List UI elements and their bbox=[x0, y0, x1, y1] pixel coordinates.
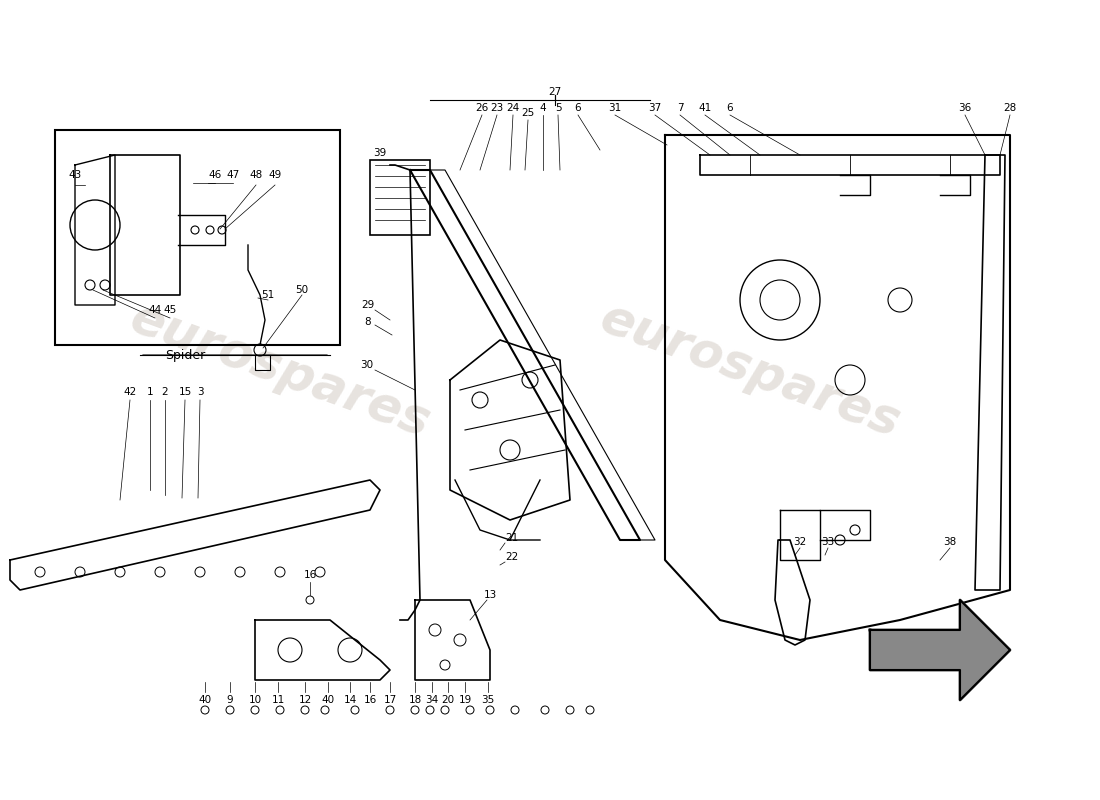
Text: 31: 31 bbox=[608, 103, 622, 113]
Text: 15: 15 bbox=[178, 387, 191, 397]
Text: 49: 49 bbox=[268, 170, 282, 180]
Text: 26: 26 bbox=[475, 103, 488, 113]
Text: 34: 34 bbox=[426, 695, 439, 705]
Text: eurospares: eurospares bbox=[593, 294, 906, 446]
Text: 28: 28 bbox=[1003, 103, 1016, 113]
Text: 36: 36 bbox=[958, 103, 971, 113]
Text: 19: 19 bbox=[459, 695, 472, 705]
Text: 35: 35 bbox=[482, 695, 495, 705]
Text: 24: 24 bbox=[506, 103, 519, 113]
Text: 37: 37 bbox=[648, 103, 661, 113]
Text: 11: 11 bbox=[272, 695, 285, 705]
Bar bbox=[370, 160, 430, 235]
Text: 16: 16 bbox=[363, 695, 376, 705]
Text: 17: 17 bbox=[384, 695, 397, 705]
Text: 13: 13 bbox=[483, 590, 496, 600]
Text: 22: 22 bbox=[505, 552, 518, 562]
Text: 30: 30 bbox=[361, 360, 374, 370]
Bar bbox=[55, 130, 340, 345]
Text: 12: 12 bbox=[298, 695, 311, 705]
Text: Spider: Spider bbox=[165, 349, 205, 362]
Text: 47: 47 bbox=[227, 170, 240, 180]
Text: 45: 45 bbox=[164, 305, 177, 315]
Text: 32: 32 bbox=[793, 537, 806, 547]
Polygon shape bbox=[870, 600, 1010, 700]
Text: 4: 4 bbox=[540, 103, 547, 113]
Text: 33: 33 bbox=[822, 537, 835, 547]
Text: 9: 9 bbox=[227, 695, 233, 705]
Text: eurospares: eurospares bbox=[123, 294, 437, 446]
Text: 38: 38 bbox=[944, 537, 957, 547]
Text: 18: 18 bbox=[408, 695, 421, 705]
Text: 48: 48 bbox=[250, 170, 263, 180]
Text: 25: 25 bbox=[521, 108, 535, 118]
Text: 7: 7 bbox=[676, 103, 683, 113]
Text: 8: 8 bbox=[365, 317, 372, 327]
Text: 50: 50 bbox=[296, 285, 309, 295]
Text: 46: 46 bbox=[208, 170, 221, 180]
Text: 1: 1 bbox=[146, 387, 153, 397]
Text: 42: 42 bbox=[123, 387, 136, 397]
Text: 16: 16 bbox=[304, 570, 317, 580]
Text: 29: 29 bbox=[362, 300, 375, 310]
Text: 21: 21 bbox=[505, 533, 518, 543]
Text: 40: 40 bbox=[198, 695, 211, 705]
Text: 43: 43 bbox=[68, 170, 81, 180]
Text: 39: 39 bbox=[373, 148, 386, 158]
Text: 6: 6 bbox=[727, 103, 734, 113]
Text: 10: 10 bbox=[249, 695, 262, 705]
Text: 41: 41 bbox=[698, 103, 712, 113]
Text: 3: 3 bbox=[197, 387, 204, 397]
Text: 40: 40 bbox=[321, 695, 334, 705]
Text: 5: 5 bbox=[554, 103, 561, 113]
Text: 14: 14 bbox=[343, 695, 356, 705]
Text: 51: 51 bbox=[262, 290, 275, 300]
Text: 2: 2 bbox=[162, 387, 168, 397]
Text: 20: 20 bbox=[441, 695, 454, 705]
Text: 27: 27 bbox=[549, 87, 562, 97]
Text: 6: 6 bbox=[574, 103, 581, 113]
Text: 23: 23 bbox=[491, 103, 504, 113]
Text: 44: 44 bbox=[148, 305, 162, 315]
